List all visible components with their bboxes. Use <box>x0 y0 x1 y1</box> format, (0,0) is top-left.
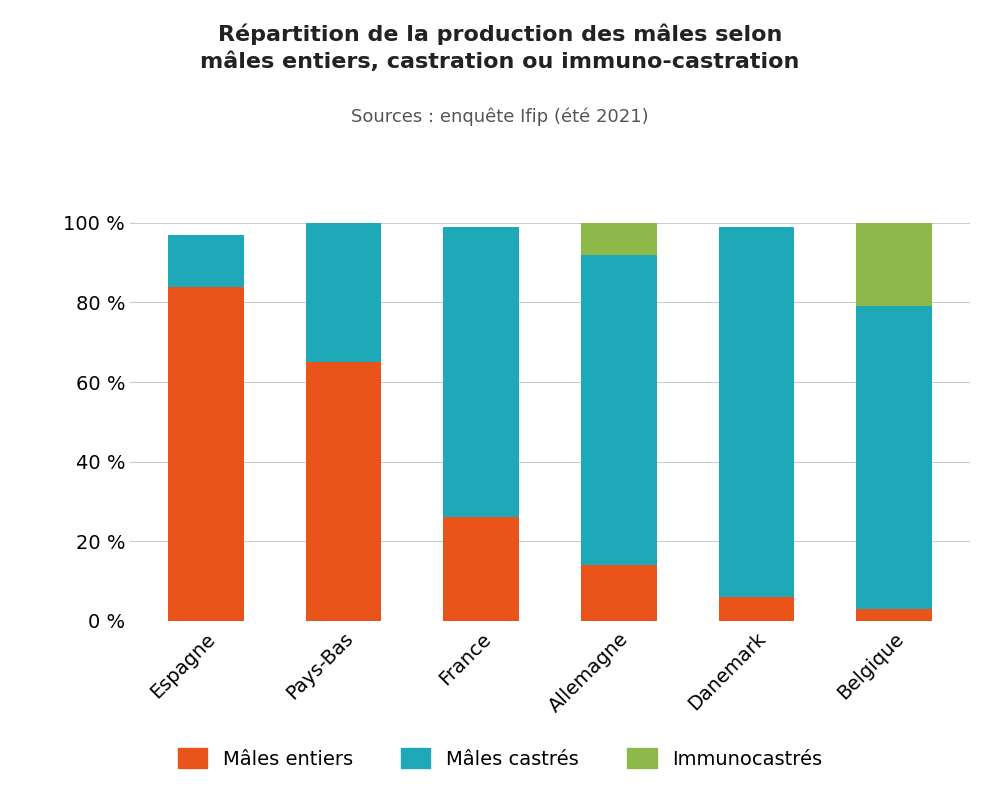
Bar <box>306 223 381 362</box>
Bar <box>168 287 244 621</box>
Bar <box>306 362 381 621</box>
Bar <box>443 517 519 621</box>
Bar <box>581 565 657 621</box>
Bar <box>856 306 932 609</box>
Bar <box>581 223 657 255</box>
Text: Répartition de la production des mâles selon
mâles entiers, castration ou immuno: Répartition de la production des mâles s… <box>200 24 800 72</box>
Bar <box>168 235 244 287</box>
Bar <box>856 609 932 621</box>
Text: Sources : enquête Ifip (été 2021): Sources : enquête Ifip (été 2021) <box>351 107 649 126</box>
Bar <box>443 227 519 517</box>
Bar <box>856 223 932 306</box>
Bar <box>719 227 794 597</box>
Bar <box>719 597 794 621</box>
Legend: Mâles entiers, Mâles castrés, Immunocastrés: Mâles entiers, Mâles castrés, Immunocast… <box>168 739 832 778</box>
Bar <box>581 255 657 565</box>
